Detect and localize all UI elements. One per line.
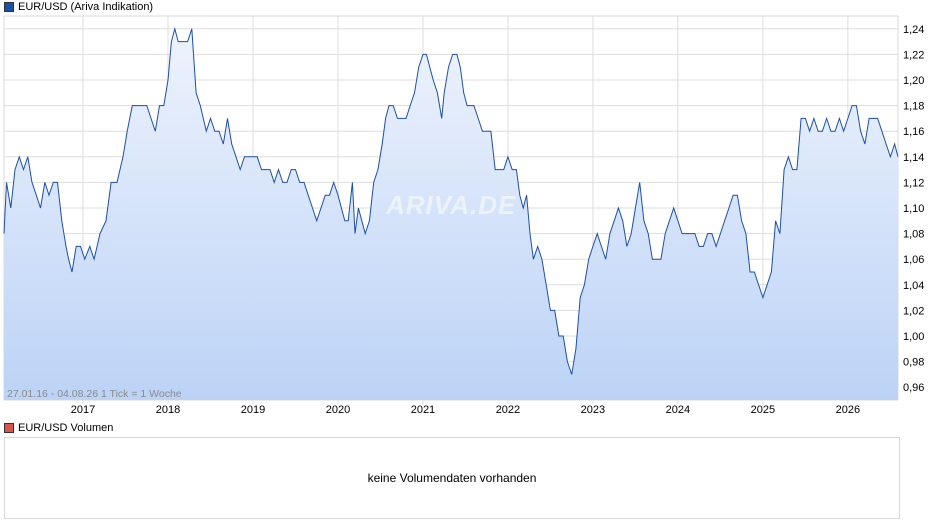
y-tick-label: 1,24 xyxy=(903,24,924,36)
price-area-fill xyxy=(4,28,898,401)
y-tick-label: 1,00 xyxy=(903,331,924,343)
y-tick-label: 1,14 xyxy=(903,152,924,164)
x-tick-label: 2017 xyxy=(71,404,95,416)
date-range-label: 27.01.16 - 04.08.26 1 Tick = 1 Woche xyxy=(7,388,182,400)
x-tick-label: 2025 xyxy=(751,404,775,416)
y-tick-label: 1,20 xyxy=(903,75,924,87)
volume-legend-swatch xyxy=(4,423,14,433)
x-tick-label: 2019 xyxy=(241,404,265,416)
y-tick-label: 1,02 xyxy=(903,305,924,317)
volume-panel: keine Volumendaten vorhanden xyxy=(4,437,900,519)
x-tick-label: 2023 xyxy=(581,404,605,416)
x-tick-label: 2022 xyxy=(496,404,520,416)
x-tick-label: 2026 xyxy=(836,404,860,416)
x-axis-labels: 2017 2018 2019 2020 2021 2022 2023 2024 2025 2026 xyxy=(71,404,860,416)
price-legend-swatch xyxy=(4,2,14,12)
watermark: ARIVA.DE xyxy=(385,190,516,220)
y-tick-label: 1,16 xyxy=(903,126,924,138)
y-tick-label: 1,04 xyxy=(903,280,924,292)
y-tick-label: 1,10 xyxy=(903,203,924,215)
y-tick-label: 0,96 xyxy=(903,382,924,394)
volume-empty-message: keine Volumendaten vorhanden xyxy=(367,471,537,485)
y-axis-labels: 0,96 0,98 1,00 1,02 1,04 1,06 1,08 1,10 1,12 1,14… xyxy=(903,24,924,394)
price-series-line xyxy=(3,26,899,375)
y-tick-label: 1,22 xyxy=(903,49,924,61)
y-tick-label: 1,08 xyxy=(903,229,924,241)
x-tick-label: 2024 xyxy=(666,404,690,416)
x-tick-label: 2018 xyxy=(156,404,180,416)
price-chart: ARIVA.DE 0,96 0,98 1,00 1,02 1,04 1,06 1,08 1,1… xyxy=(3,15,924,416)
price-legend-label: EUR/USD (Ariva Indikation) xyxy=(18,1,154,13)
volume-legend: EUR/USD Volumen xyxy=(4,421,113,435)
y-tick-label: 1,12 xyxy=(903,177,924,189)
y-tick-label: 1,06 xyxy=(903,254,924,266)
y-tick-label: 1,18 xyxy=(903,101,924,113)
x-tick-label: 2020 xyxy=(326,404,350,416)
price-legend: EUR/USD (Ariva Indikation) xyxy=(4,0,153,14)
x-tick-label: 2021 xyxy=(411,404,435,416)
volume-legend-label: EUR/USD Volumen xyxy=(18,422,114,434)
y-tick-label: 0,98 xyxy=(903,357,924,369)
